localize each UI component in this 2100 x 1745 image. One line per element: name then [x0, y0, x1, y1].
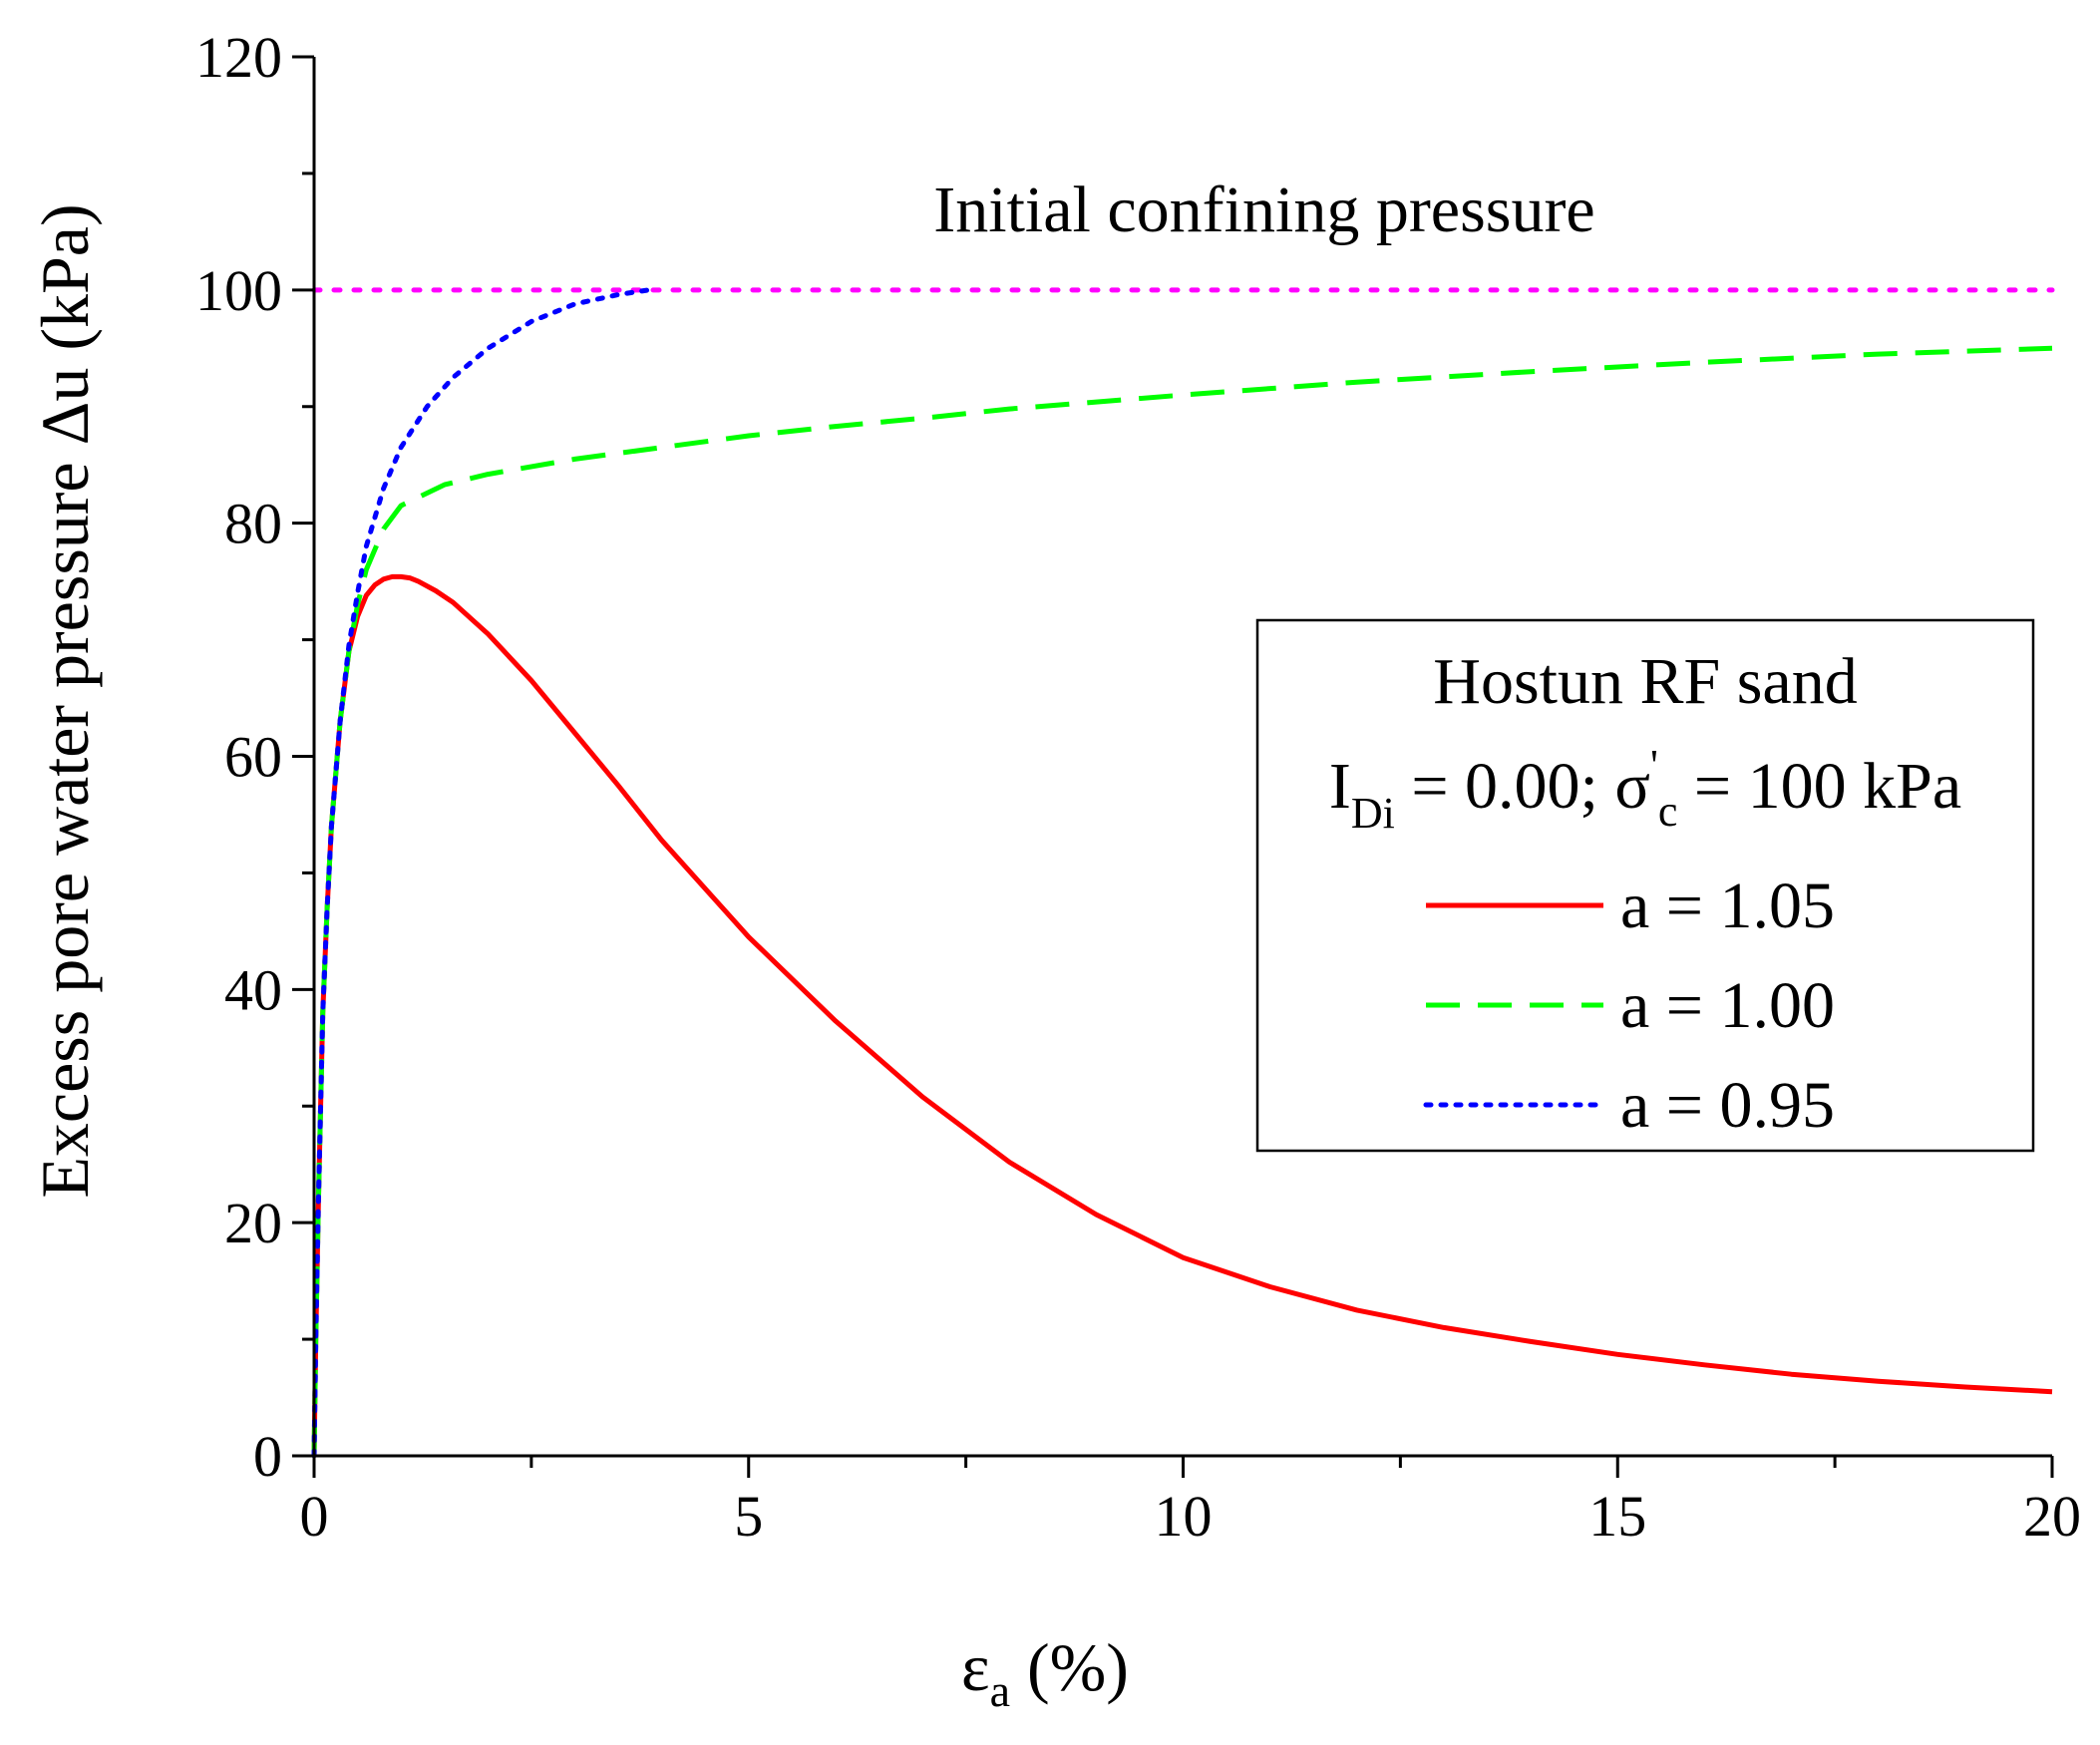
y-tick-label: 60: [224, 725, 282, 790]
x-axis-label: εa (%): [961, 1629, 1129, 1716]
x-tick-label: 5: [734, 1484, 763, 1549]
legend-title: Hostun RF sand: [1433, 645, 1857, 718]
y-tick-label: 20: [224, 1191, 282, 1255]
x-tick-label: 0: [300, 1484, 329, 1549]
tick-layer: 0 5 10 15 20 0 20 40 60 80 100 120: [195, 25, 2081, 1549]
legend-items: a = 1.05 a = 1.00 a = 0.95: [1423, 870, 1835, 1142]
legend: Hostun RF sand IDi = 0.00; σ'c = 100 kPa…: [1255, 618, 2035, 1153]
y-tick-label: 80: [224, 492, 282, 556]
legend-subtitle-prime: ': [1650, 741, 1658, 790]
legend-subtitle-c: c: [1658, 787, 1678, 836]
legend-box: [1255, 618, 2035, 1153]
legend-subtitle-mid: = 0.00; σ: [1395, 750, 1650, 823]
x-tick-label: 20: [2023, 1484, 2081, 1549]
legend-label-3: a = 0.95: [1620, 1069, 1835, 1142]
y-tick-label: 100: [195, 258, 282, 323]
y-tick-label: 0: [253, 1424, 282, 1489]
y-axis-label: Excess pore water pressure Δu (kPa): [27, 203, 103, 1198]
y-tick-label: 40: [224, 957, 282, 1022]
legend-label-2: a = 1.00: [1620, 969, 1835, 1042]
legend-subtitle: IDi = 0.00; σ'c = 100 kPa: [1329, 741, 1961, 838]
legend-subtitle-di: Di: [1351, 789, 1395, 838]
legend-subtitle-i: I: [1329, 750, 1351, 823]
x-tick-label: 15: [1588, 1484, 1646, 1549]
y-tick-label: 120: [195, 25, 282, 90]
x-axis-label-subscript: a: [990, 1665, 1010, 1716]
legend-label-1: a = 1.05: [1620, 870, 1835, 942]
x-axis-label-unit: (%): [1010, 1629, 1129, 1705]
x-tick-label: 10: [1155, 1484, 1213, 1549]
legend-subtitle-end: = 100 kPa: [1677, 750, 1961, 823]
series-layer: [311, 287, 2053, 1459]
reference-annotation: Initial confining pressure: [933, 174, 1594, 246]
series-line-3: [311, 287, 651, 1459]
x-axis-label-symbol: ε: [961, 1629, 990, 1705]
